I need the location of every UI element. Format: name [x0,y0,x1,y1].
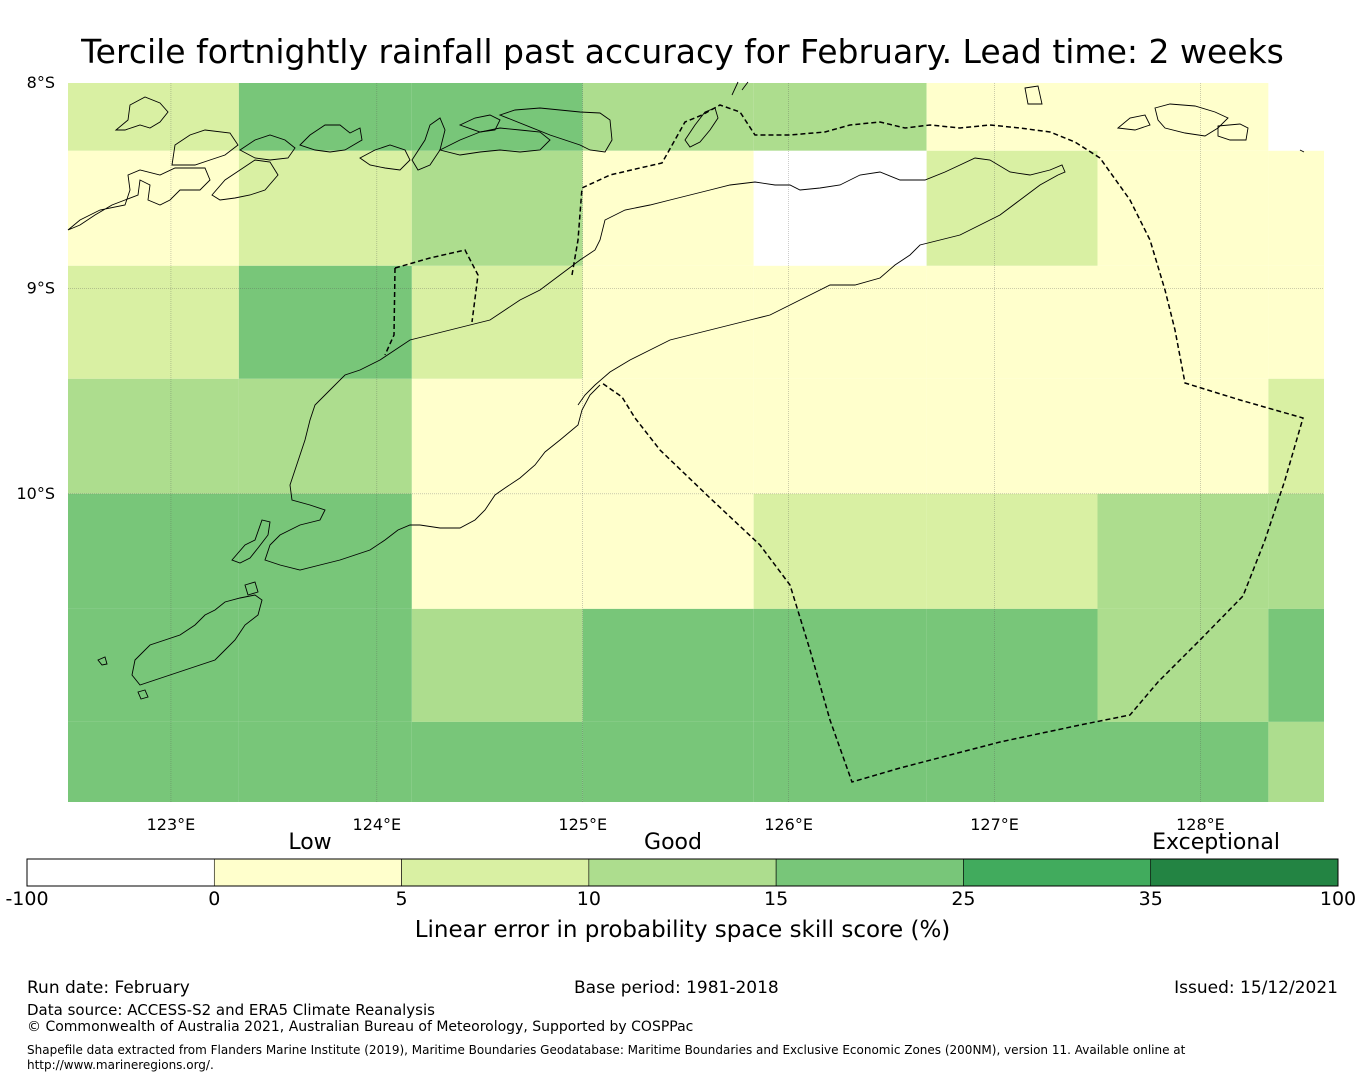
copyright: © Commonwealth of Australia 2021, Austra… [27,1019,694,1035]
colorbar [26,858,1339,887]
category-exceptional: Exceptional [1152,830,1280,855]
grid-cell [1097,378,1269,494]
grid-cell [753,265,927,379]
longitude-labels: 123°E 124°E 125°E 126°E 127°E 128°E [147,815,1225,834]
longitude-label: 123°E [147,815,196,834]
grid-cell [68,608,239,722]
latitude-labels: 8°S 9°S 10°S [16,73,55,503]
grid-cell [1268,721,1324,802]
grid-cell [411,721,583,802]
colorbar-tick-label: 0 [208,888,221,910]
grid-cell [582,265,754,379]
grid-cell [238,721,412,802]
grid-cell [753,150,927,266]
longitude-label: 128°E [1176,815,1225,834]
grid-cell [753,83,927,151]
grid-cell [68,150,239,266]
grid-cell [1097,265,1269,379]
grid-cell [68,721,239,802]
grid-cell [411,493,583,609]
grid-cell [1268,150,1324,266]
graticule [68,83,1324,802]
colorbar-tick-label: 100 [1319,888,1357,910]
grid-cell [926,608,1098,722]
longitude-label: 125°E [558,815,607,834]
colorbar-bin [963,858,1152,887]
skill-grid [68,83,1324,802]
colorbar-tick-label: 10 [576,888,601,910]
grid-cell [753,378,927,494]
grid-cell [1097,721,1269,802]
grid-cell [68,493,239,609]
grid-cell [926,721,1098,802]
grid-cell [1268,83,1324,151]
grid-cell [238,493,412,609]
grid-cell [926,493,1098,609]
grid-cell [926,150,1098,266]
grid-cell [411,150,583,266]
issued-date: Issued: 15/12/2021 [1174,978,1338,998]
grid-cell [411,265,583,379]
grid-cell [926,378,1098,494]
grid-cell [1268,493,1324,609]
chart-title: Tercile fortnightly rainfall past accura… [81,32,1284,71]
eez-boundary [384,104,1304,783]
grid-cell [238,265,412,379]
colorbar-bin [213,858,402,887]
grid-cell [582,150,754,266]
grid-cell [411,83,583,151]
latitude-label: 8°S [27,73,55,92]
colorbar-tick-label: 25 [951,888,976,910]
colorbar-bin [775,858,964,887]
longitude-label: 126°E [764,815,813,834]
colorbar-title: Linear error in probability space skill … [414,917,951,943]
colorbar-tick-label: 15 [764,888,789,910]
grid-cell [582,83,754,151]
colorbar-bin [588,858,777,887]
longitude-label: 124°E [353,815,402,834]
grid-cell [582,721,754,802]
grid-cell [68,378,239,494]
data-source: Data source: ACCESS-S2 and ERA5 Climate … [27,1001,435,1019]
grid-cell [1097,83,1269,151]
grid-cell [582,493,754,609]
grid-cell [582,378,754,494]
grid-cell [1097,493,1269,609]
grid-cell [411,378,583,494]
colorbar-bin [401,858,590,887]
grid-cell [753,493,927,609]
category-good: Good [644,830,702,855]
colorbar-tick-label: -100 [5,888,49,910]
category-low: Low [288,830,332,855]
colorbar-bin [26,858,215,887]
colorbar-tick-label: 35 [1138,888,1163,910]
latitude-label: 9°S [27,278,55,297]
grid-cell [926,265,1098,379]
longitude-label: 127°E [970,815,1019,834]
grid-cell [1268,378,1324,494]
grid-cell [68,83,239,151]
base-period: Base period: 1981-2018 [574,978,779,998]
grid-cell [582,608,754,722]
grid-cell [1268,265,1324,379]
shapefile-credit: Shapefile data extracted from Flanders M… [27,1043,1186,1072]
grid-cell [238,378,412,494]
colorbar-tick-label: 5 [395,888,408,910]
colorbar-bin [1150,858,1339,887]
grid-cell [1097,608,1269,722]
grid-cell [1268,608,1324,722]
latitude-label: 10°S [16,484,55,503]
coastline [67,81,1305,700]
grid-cell [753,721,927,802]
grid-cell [753,608,927,722]
grid-cell [238,608,412,722]
grid-cell [1097,150,1269,266]
run-date: Run date: February [27,978,190,998]
grid-cell [238,83,412,151]
grid-cell [238,150,412,266]
grid-cell [411,608,583,722]
grid-cell [68,265,239,379]
